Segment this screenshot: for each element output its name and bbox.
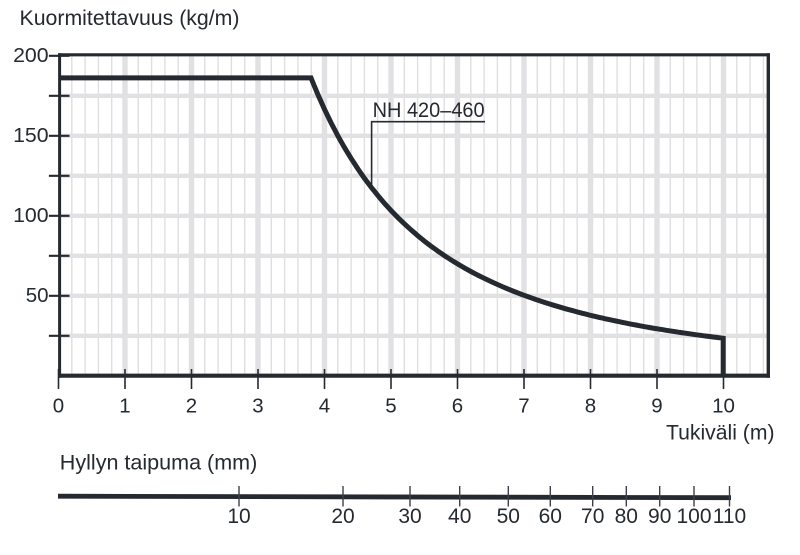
svg-text:Hyllyn taipuma (mm): Hyllyn taipuma (mm)	[60, 451, 257, 474]
svg-text:3: 3	[252, 395, 263, 418]
svg-text:7: 7	[518, 395, 529, 418]
svg-text:50: 50	[497, 505, 520, 528]
svg-text:80: 80	[615, 505, 638, 528]
svg-text:50: 50	[26, 284, 49, 307]
svg-text:200: 200	[13, 44, 49, 67]
svg-text:Tukiväli (m): Tukiväli (m)	[666, 421, 775, 444]
svg-text:100: 100	[13, 204, 49, 227]
svg-text:1: 1	[119, 395, 130, 418]
svg-text:6: 6	[452, 395, 463, 418]
svg-text:Kuormitettavuus (kg/m): Kuormitettavuus (kg/m)	[20, 7, 240, 30]
svg-text:70: 70	[581, 505, 604, 528]
svg-text:8: 8	[585, 395, 596, 418]
svg-text:10: 10	[712, 395, 735, 418]
svg-text:110: 110	[713, 505, 746, 528]
svg-text:30: 30	[398, 505, 421, 528]
svg-text:NH 420–460: NH 420–460	[373, 99, 485, 122]
svg-text:150: 150	[13, 124, 49, 147]
svg-text:9: 9	[651, 395, 662, 418]
svg-text:40: 40	[448, 505, 471, 528]
svg-text:0: 0	[53, 395, 64, 418]
svg-text:4: 4	[319, 395, 330, 418]
svg-text:10: 10	[227, 505, 250, 528]
svg-text:2: 2	[186, 395, 197, 418]
svg-text:60: 60	[539, 505, 562, 528]
svg-text:90: 90	[648, 505, 671, 528]
svg-text:20: 20	[331, 505, 354, 528]
svg-text:5: 5	[385, 395, 396, 418]
svg-text:100: 100	[676, 505, 711, 528]
